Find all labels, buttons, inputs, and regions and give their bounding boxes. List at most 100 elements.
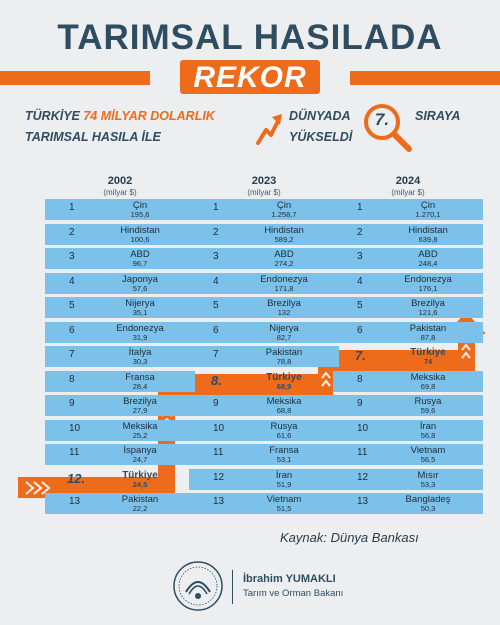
table-row: 7 İtalya 30,3 (45, 346, 195, 367)
table-row: 9 Meksika 68,8 (189, 395, 339, 416)
table-row: 4 Endonezya 176,1 (333, 272, 483, 294)
year-label: 2002 (107, 175, 133, 187)
country-cell: Fransa (269, 445, 299, 456)
value-cell: 100,6 (130, 234, 150, 244)
rank-badge: 7. (374, 110, 390, 129)
table-row: 9 Rusya 59,6 (333, 395, 483, 416)
value-cell: 51,9 (276, 479, 292, 489)
rank-cell: 12 (213, 471, 225, 483)
unit-label: (milyar $) (247, 188, 281, 197)
title-badge (180, 60, 320, 94)
rank-cell: 10 (213, 422, 225, 434)
value-cell: 25,2 (132, 430, 148, 440)
rank-cell: 6 (357, 324, 363, 336)
country-cell: Çin (132, 200, 148, 211)
value-cell: 31,9 (132, 332, 148, 342)
value-cell: 53,1 (276, 455, 292, 464)
table-row: 12 İran 51,9 (189, 468, 339, 490)
value-cell: 96,7 (132, 259, 148, 268)
subtitle-line4: YÜKSELDİ (289, 130, 353, 144)
table-row: 5 Brezilya 121,6 (333, 297, 483, 318)
country-cell: ABD (274, 249, 294, 260)
rank-cell: 1 (357, 202, 363, 213)
table-row: 5 Brezilya 132 (189, 297, 339, 318)
value-cell: 69,8 (420, 381, 436, 391)
rank-cell: 6 (213, 324, 219, 336)
rank-cell: 3 (213, 251, 219, 262)
value-cell: 274,2 (274, 259, 294, 268)
country-cell: Japonya (122, 273, 158, 285)
country-cell: Pakistan (121, 494, 159, 505)
value-cell: 56,5 (420, 455, 436, 464)
table-row: 4 Japonya 57,6 (45, 272, 195, 294)
country-cell: Nijerya (269, 322, 299, 334)
value-cell: 68,9 (276, 381, 292, 391)
rank-cell: 13 (213, 496, 225, 507)
country-cell: ABD (418, 249, 438, 260)
value-cell: 27,9 (132, 406, 148, 415)
year-label: 2024 (395, 175, 421, 187)
country-cell: Mısır (417, 469, 439, 481)
country-cell: Fransa (125, 371, 155, 383)
column-header-2002: 2002 (milyar $) (45, 175, 195, 197)
table-row: 1 Çin 1.270,1 (333, 199, 483, 220)
value-cell: 56,8 (420, 430, 436, 440)
table-row: 9 Brezilya 27,9 (45, 395, 195, 416)
rank-cell: 1 (69, 202, 75, 213)
value-cell: 57,6 (132, 283, 148, 293)
table-row: 3 ABD 248,4 (333, 248, 483, 269)
value-cell: 121,6 (418, 308, 438, 317)
value-cell: 248,4 (418, 259, 438, 268)
value-cell: 74 (423, 357, 433, 366)
value-cell: 639,8 (418, 234, 438, 244)
rank-cell: 13 (357, 496, 369, 507)
rank-cell: 9 (69, 398, 75, 409)
table-row: 10 Meksika 25,2 (45, 419, 195, 441)
country-cell: Endonezya (116, 322, 164, 334)
table-row: 12 Mısır 53,3 (333, 468, 483, 490)
value-cell: 30,3 (132, 357, 148, 366)
minister-title: Tarım ve Orman Bakanı (243, 588, 344, 599)
value-cell: 50,3 (420, 504, 436, 513)
rank-cell: 7. (355, 348, 366, 363)
country-cell: Çin (420, 200, 436, 211)
country-cell: Nijerya (125, 298, 155, 309)
country-cell: Meksika (122, 420, 158, 432)
title-banner-left (0, 71, 150, 85)
subtitle-line5: SIRAYA (415, 109, 461, 123)
value-cell: 78,8 (276, 357, 292, 366)
value-cell: 132 (277, 308, 291, 317)
rank-cell: 10 (357, 422, 369, 434)
country-cell: Brezilya (411, 298, 445, 309)
rank-cell: 12 (357, 471, 369, 483)
rank-cell: 7 (213, 349, 219, 360)
country-cell: İran (275, 469, 293, 481)
footer-divider (232, 570, 233, 604)
subtitle-prefix: TÜRKİYE (25, 109, 84, 123)
rank-cell: 5 (69, 300, 75, 311)
table-row-highlight: 7. Türkiye 74 (333, 346, 483, 367)
table-row-highlight: 12. Türkiye 24,5 (45, 469, 195, 490)
country-cell: Hindistan (408, 224, 448, 236)
country-cell: İtalya (128, 347, 152, 358)
table-row: 11 Vietnam 56,5 (333, 444, 483, 465)
unit-label: (milyar $) (391, 188, 425, 197)
table-row: 6 Endonezya 31,9 (45, 321, 195, 343)
table-row: 11 İspanya 24,7 (45, 444, 195, 465)
rank-cell: 11 (69, 447, 80, 458)
subtitle-line1: TÜRKİYE 74 MİLYAR DOLARLIK (25, 109, 215, 123)
country-cell: Vietnam (410, 445, 446, 456)
rank-cell: 12. (67, 470, 86, 486)
table-row: 10 İran 56,8 (333, 419, 483, 441)
rank-cell: 3 (357, 251, 363, 262)
country-cell: İran (419, 420, 437, 432)
rank-cell: 4 (213, 275, 219, 287)
value-cell: 176,1 (418, 283, 438, 293)
rank-cell: 4 (69, 275, 75, 287)
value-cell: 24,7 (132, 455, 148, 464)
country-cell: Pakistan (409, 322, 447, 334)
table-row: 1 Çin 195,6 (45, 199, 195, 220)
magnifier-icon (364, 104, 412, 152)
country-cell: Türkiye (266, 371, 302, 383)
